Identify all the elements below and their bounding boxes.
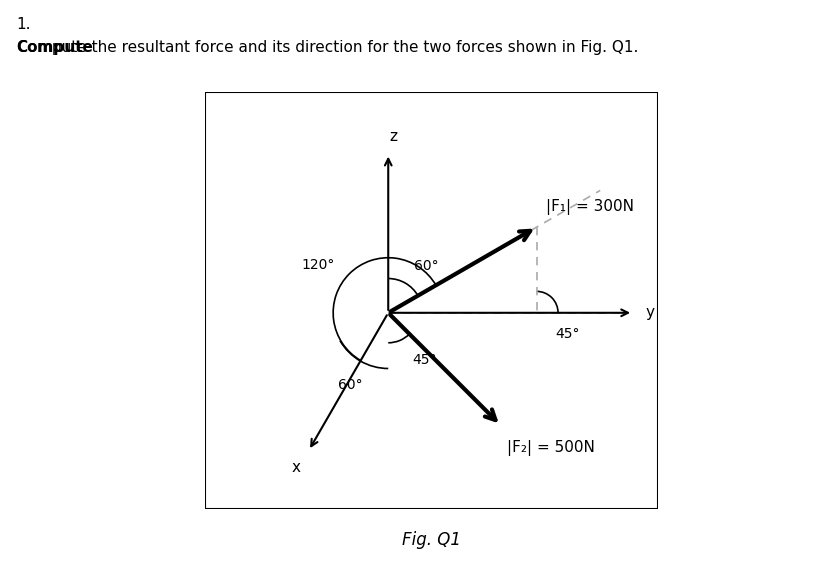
Text: y: y bbox=[644, 305, 653, 320]
Text: Compute the resultant force and its direction for the two forces shown in Fig. Q: Compute the resultant force and its dire… bbox=[17, 40, 638, 55]
Text: 1.: 1. bbox=[17, 17, 31, 32]
Text: z: z bbox=[388, 129, 397, 144]
Text: 45°: 45° bbox=[412, 353, 436, 366]
Text: x: x bbox=[291, 461, 301, 475]
Text: 60°: 60° bbox=[413, 260, 438, 273]
Text: |F₁| = 300N: |F₁| = 300N bbox=[546, 199, 633, 215]
Text: 45°: 45° bbox=[554, 328, 579, 342]
Text: Fig. Q1: Fig. Q1 bbox=[401, 531, 460, 549]
Text: Compute: Compute bbox=[17, 40, 94, 55]
Text: 60°: 60° bbox=[337, 378, 362, 392]
Text: |F₂| = 500N: |F₂| = 500N bbox=[506, 440, 594, 456]
Text: 120°: 120° bbox=[301, 258, 335, 272]
